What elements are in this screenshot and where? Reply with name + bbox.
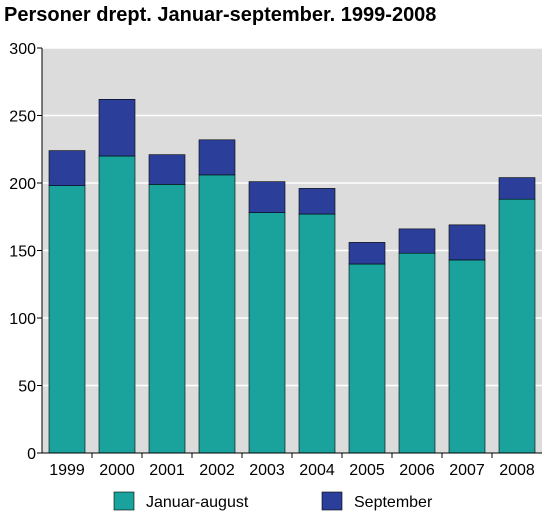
x-tick-label: 1999 <box>49 462 85 479</box>
y-tick-label: 50 <box>18 379 36 396</box>
x-tick-label: 2005 <box>349 462 385 479</box>
bar-januar-august-2004 <box>298 213 336 454</box>
bar-september-2006 <box>398 228 436 254</box>
bar-januar-august-2007 <box>448 259 486 454</box>
x-tick-label: 2002 <box>199 462 235 479</box>
y-tick-label: 200 <box>9 176 36 193</box>
legend: Januar-august September <box>113 491 433 511</box>
bar-januar-august-2002 <box>198 174 236 454</box>
bar-september-2002 <box>198 139 236 176</box>
bar-januar-august-1999 <box>48 185 86 454</box>
y-tick-label: 300 <box>9 41 36 58</box>
bar-januar-august-2005 <box>348 263 386 454</box>
bars <box>48 99 536 454</box>
bar-september-1999 <box>48 150 86 187</box>
legend-swatch-september <box>321 491 343 511</box>
x-tick-label: 2008 <box>499 462 535 479</box>
legend-label-september: September <box>354 494 433 511</box>
chart-title: Personer drept. Januar-september. 1999-2… <box>4 4 436 26</box>
bar-januar-august-2003 <box>248 212 286 454</box>
x-tick-label: 2006 <box>399 462 435 479</box>
x-tick-label: 2004 <box>299 462 335 479</box>
bar-september-2005 <box>348 242 386 265</box>
bar-januar-august-2006 <box>398 252 436 454</box>
bar-september-2000 <box>98 99 136 157</box>
x-tick-label: 2003 <box>249 462 285 479</box>
legend-label-januar-august: Januar-august <box>146 494 249 511</box>
y-tick-label: 100 <box>9 311 36 328</box>
bar-september-2007 <box>448 224 486 261</box>
bar-september-2008 <box>498 177 536 200</box>
bar-september-2003 <box>248 181 286 213</box>
y-axis-ticks: 0 50 100 150 200 250 300 <box>9 41 42 463</box>
x-tick-label: 2000 <box>99 462 135 479</box>
y-tick-label: 0 <box>27 446 36 463</box>
x-axis-ticks: 1999 2000 2001 2002 2003 2004 2005 2006 2007 2008 <box>49 453 535 479</box>
x-tick-label: 2007 <box>449 462 485 479</box>
bar-september-2004 <box>298 188 336 215</box>
bar-september-2001 <box>148 154 186 185</box>
legend-swatch-januar-august <box>113 491 135 511</box>
x-tick-label: 2001 <box>149 462 185 479</box>
bar-januar-august-2001 <box>148 184 186 454</box>
y-tick-label: 250 <box>9 109 36 126</box>
bar-januar-august-2008 <box>498 198 536 454</box>
bar-januar-august-2000 <box>98 155 136 454</box>
y-tick-label: 150 <box>9 244 36 261</box>
